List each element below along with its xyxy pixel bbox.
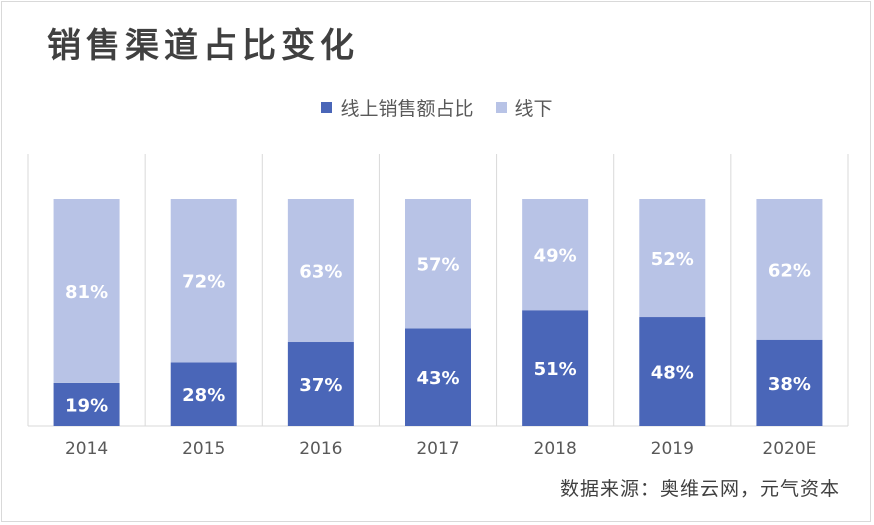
bar-online [170, 362, 237, 426]
bar-offline [639, 199, 706, 318]
bar-online [756, 339, 823, 426]
x-tick-label: 2018 [534, 439, 577, 459]
data-label: 49% [534, 246, 577, 267]
x-tick-label: 2015 [182, 439, 225, 459]
legend-item-online: 线上销售额占比 [321, 94, 474, 121]
data-label: 28% [182, 385, 225, 406]
x-tick-label: 2016 [299, 439, 342, 459]
data-label: 81% [65, 282, 108, 303]
chart-legend: 线上销售额占比 线下 [0, 94, 874, 121]
data-label: 48% [651, 363, 694, 384]
legend-swatch-offline [495, 102, 507, 113]
bar-online [522, 310, 589, 426]
legend-label-online: 线上销售额占比 [340, 98, 474, 120]
bar-offline [405, 199, 471, 329]
bar-online [287, 342, 354, 426]
data-label: 51% [534, 359, 577, 380]
legend-swatch-online [321, 102, 333, 113]
bar-online [405, 328, 471, 426]
data-label: 57% [416, 255, 459, 276]
bar-offline [170, 199, 237, 363]
source-note: 数据来源：奥维云网，元气资本 [559, 478, 840, 500]
legend-label-offline: 线下 [514, 98, 553, 120]
data-label: 38% [768, 374, 811, 395]
bar-offline [53, 199, 120, 383]
bar-offline [522, 199, 589, 311]
data-label: 52% [651, 249, 694, 270]
x-tick-label: 2019 [651, 439, 694, 459]
bar-online [639, 317, 706, 426]
bar-online [53, 382, 120, 426]
x-tick-label: 2017 [416, 439, 459, 459]
data-label: 62% [768, 260, 811, 281]
x-tick-label: 2020E [762, 439, 816, 459]
data-label: 63% [299, 262, 342, 283]
data-label: 43% [416, 368, 459, 389]
bar-offline [287, 199, 354, 343]
bar-offline [756, 199, 823, 340]
legend-item-offline: 线下 [495, 94, 553, 121]
chart-title: 销售渠道占比变化 [47, 26, 359, 66]
x-tick-label: 2014 [65, 439, 108, 459]
data-label: 72% [182, 272, 225, 293]
data-label: 19% [65, 395, 108, 416]
data-label: 37% [299, 375, 342, 396]
